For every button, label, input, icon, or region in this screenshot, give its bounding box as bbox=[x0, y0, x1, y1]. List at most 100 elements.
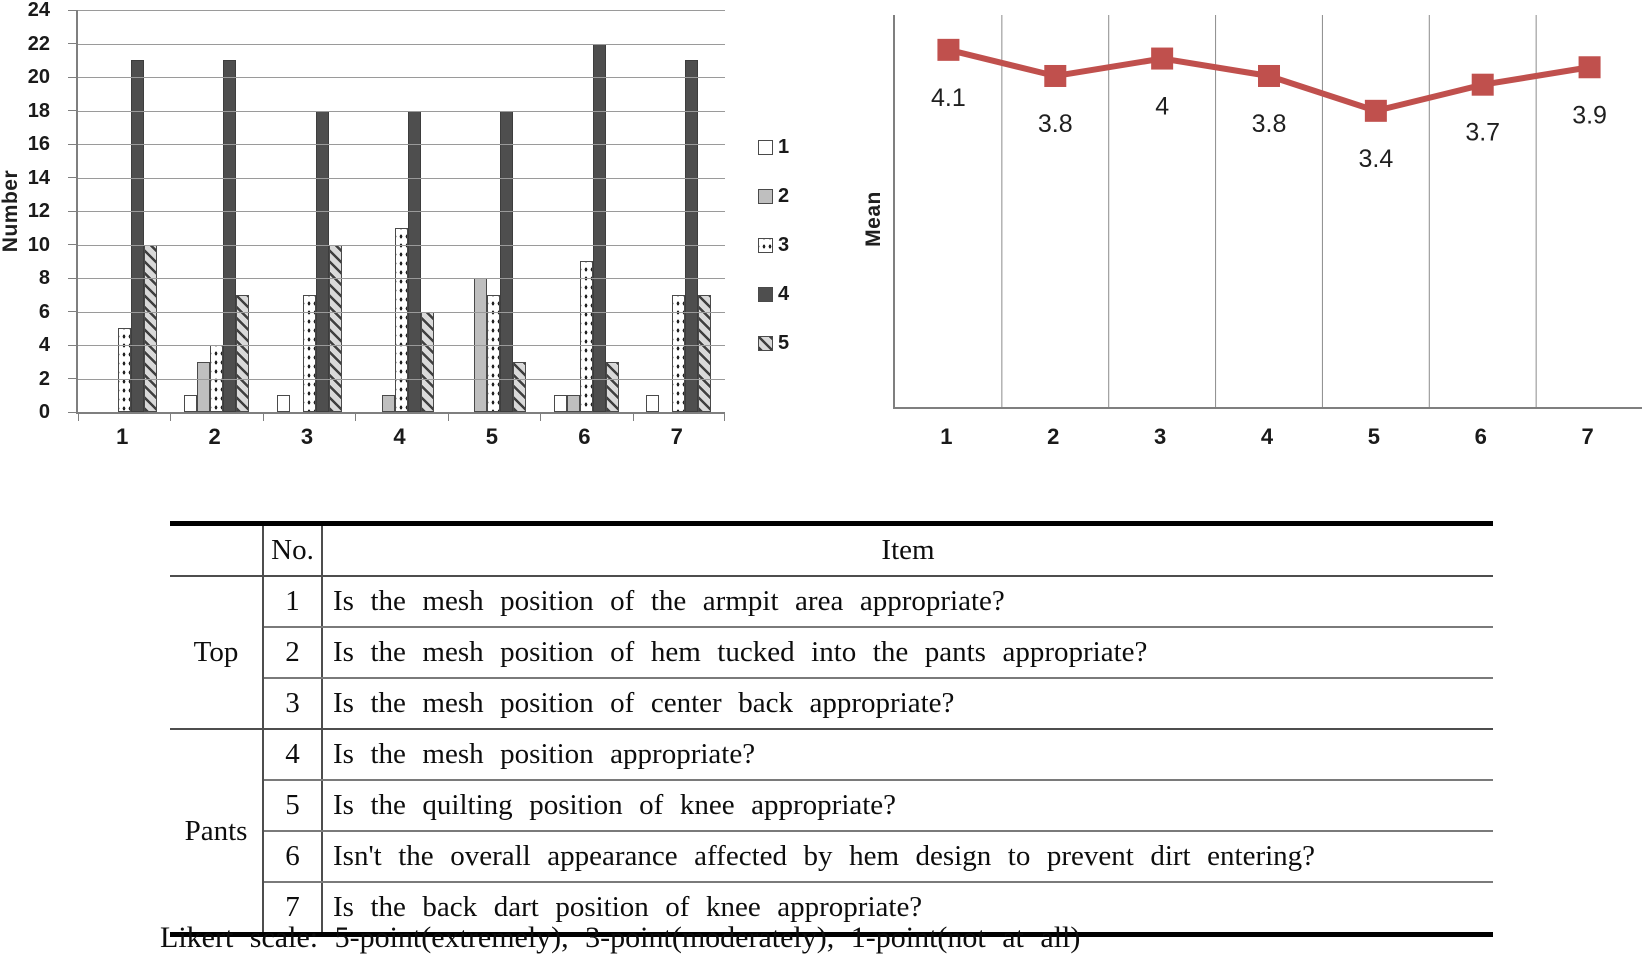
header-cell-no: No. bbox=[263, 523, 323, 577]
x-tick-label: 2 bbox=[208, 424, 221, 449]
bar-series-2 bbox=[566, 395, 580, 412]
bar-series-3 bbox=[672, 294, 686, 412]
data-point-label: 3.7 bbox=[1465, 119, 1500, 147]
y-tick-label: 2 bbox=[38, 367, 50, 390]
gridline bbox=[78, 345, 725, 346]
y-tick-label: 10 bbox=[27, 233, 50, 256]
bar-series-1 bbox=[184, 395, 198, 412]
x-axis-tick bbox=[78, 413, 79, 421]
gridline bbox=[78, 110, 725, 112]
row-no: 7 bbox=[263, 882, 323, 935]
bar-series-3 bbox=[302, 294, 316, 412]
y-tick-label: 22 bbox=[27, 32, 50, 55]
data-point-label: 3.8 bbox=[1038, 110, 1073, 138]
row-item: Is the mesh position of hem tucked into … bbox=[322, 627, 1493, 679]
bar-series-1 bbox=[553, 395, 567, 412]
x-tick-label: 5 bbox=[485, 424, 499, 449]
legend-swatch-hatch-icon bbox=[758, 336, 773, 351]
line-chart: Mean 4.1 3.8 4 3.8 3.4 3.7 3.9 1 2 3 4 5 6 7 bbox=[858, 0, 1642, 470]
bar-series-4 bbox=[223, 60, 237, 412]
y-axis-tick bbox=[68, 76, 76, 78]
x-tick-label: 1 bbox=[940, 424, 953, 449]
legend-swatch-gray-icon bbox=[758, 189, 773, 204]
x-tick-label: 3 bbox=[300, 424, 314, 449]
table-row: Top 1 Is the mesh position of the armpit… bbox=[170, 576, 1493, 730]
legend-label: 1 bbox=[778, 136, 790, 158]
data-point-label: 3.9 bbox=[1572, 101, 1607, 129]
row-no: 1 bbox=[263, 576, 323, 628]
x-tick-label: 1 bbox=[116, 424, 129, 449]
gridline bbox=[78, 177, 725, 179]
data-point-label: 3.4 bbox=[1358, 145, 1393, 173]
x-axis-tick bbox=[540, 413, 542, 421]
legend-item-3: 3 bbox=[758, 234, 789, 257]
bar-series-4 bbox=[315, 110, 329, 412]
y-tick-label: 4 bbox=[38, 334, 50, 356]
legend-label: 5 bbox=[778, 332, 790, 354]
y-axis-tick bbox=[68, 110, 76, 111]
bar-series-4 bbox=[500, 110, 514, 412]
legend-swatch-white-icon bbox=[758, 140, 773, 155]
bar-series-2 bbox=[381, 395, 395, 412]
header-cell-group bbox=[170, 523, 264, 577]
bar-chart-plot-area bbox=[68, 9, 725, 421]
bar-chart-bars bbox=[78, 10, 725, 412]
bar-series-3 bbox=[579, 261, 593, 412]
bar-series-3 bbox=[117, 328, 131, 412]
gridline bbox=[78, 311, 725, 313]
y-axis-tick bbox=[68, 143, 76, 145]
data-point-marker bbox=[1364, 99, 1387, 122]
x-axis-tick bbox=[355, 413, 357, 421]
bar-group-7 bbox=[633, 10, 725, 412]
y-tick-label: 8 bbox=[38, 267, 50, 289]
row-no: 2 bbox=[263, 627, 323, 679]
data-point-marker bbox=[1044, 64, 1067, 87]
y-tick-label: 18 bbox=[27, 99, 50, 122]
table-row: Pants 4 Is the mesh position appropriate… bbox=[170, 729, 1493, 935]
bar-chart-x-tick-labels: 1 2 3 4 5 6 7 bbox=[76, 424, 723, 450]
group-label-pants: Pants bbox=[170, 729, 264, 935]
bar-series-4 bbox=[130, 60, 144, 412]
bar-series-2 bbox=[197, 361, 211, 412]
x-tick-label: 4 bbox=[393, 424, 406, 449]
row-item: Is the back dart position of knee approp… bbox=[333, 891, 923, 923]
legend-item-1: 1 bbox=[758, 136, 789, 159]
row-item: Is the mesh position of the armpit area … bbox=[322, 576, 1493, 628]
gridline bbox=[78, 77, 725, 78]
y-tick-label: 0 bbox=[38, 401, 50, 423]
gridline bbox=[78, 43, 725, 45]
x-tick-label: 7 bbox=[670, 424, 683, 449]
bar-series-5 bbox=[328, 244, 342, 412]
y-axis-tick bbox=[68, 311, 76, 312]
y-axis-tick bbox=[68, 378, 76, 379]
table-row: 7 Is the back dart position of knee appr… bbox=[170, 882, 1493, 935]
x-tick-label: 6 bbox=[578, 424, 591, 449]
y-axis-tick bbox=[68, 9, 76, 11]
bar-series-5 bbox=[513, 361, 527, 412]
bar-group-2 bbox=[170, 10, 262, 412]
data-point-label: 3.8 bbox=[1252, 110, 1287, 138]
data-point-marker bbox=[1471, 73, 1494, 96]
questionnaire-table: No. Item Top 1 Is the mesh position of t… bbox=[170, 521, 1493, 937]
legend-label: 2 bbox=[778, 185, 790, 207]
x-tick-label: 5 bbox=[1367, 424, 1380, 449]
bar-chart-legend: 1 2 3 4 5 bbox=[758, 136, 789, 381]
y-axis-tick bbox=[68, 210, 76, 212]
y-tick-label: 20 bbox=[27, 66, 50, 88]
y-tick-label: 6 bbox=[38, 300, 50, 323]
legend-swatch-dark-icon bbox=[758, 287, 773, 302]
data-point-marker bbox=[1258, 64, 1280, 87]
data-point-marker bbox=[937, 38, 960, 61]
row-no: 4 bbox=[263, 729, 323, 781]
gridline bbox=[78, 378, 725, 380]
x-tick-label: 4 bbox=[1260, 424, 1274, 449]
gridline bbox=[78, 211, 725, 212]
bar-series-4 bbox=[685, 60, 699, 412]
x-tick-label: 2 bbox=[1047, 424, 1060, 449]
row-item: Is the mesh position appropriate? bbox=[322, 729, 1493, 781]
line-chart-plot-area: 4.1 3.8 4 3.8 3.4 3.7 3.9 bbox=[893, 15, 1642, 409]
row-item: Is the quilting position of knee appropr… bbox=[322, 780, 1493, 832]
y-axis-tick bbox=[68, 277, 76, 279]
x-tick-label: 7 bbox=[1581, 424, 1594, 449]
